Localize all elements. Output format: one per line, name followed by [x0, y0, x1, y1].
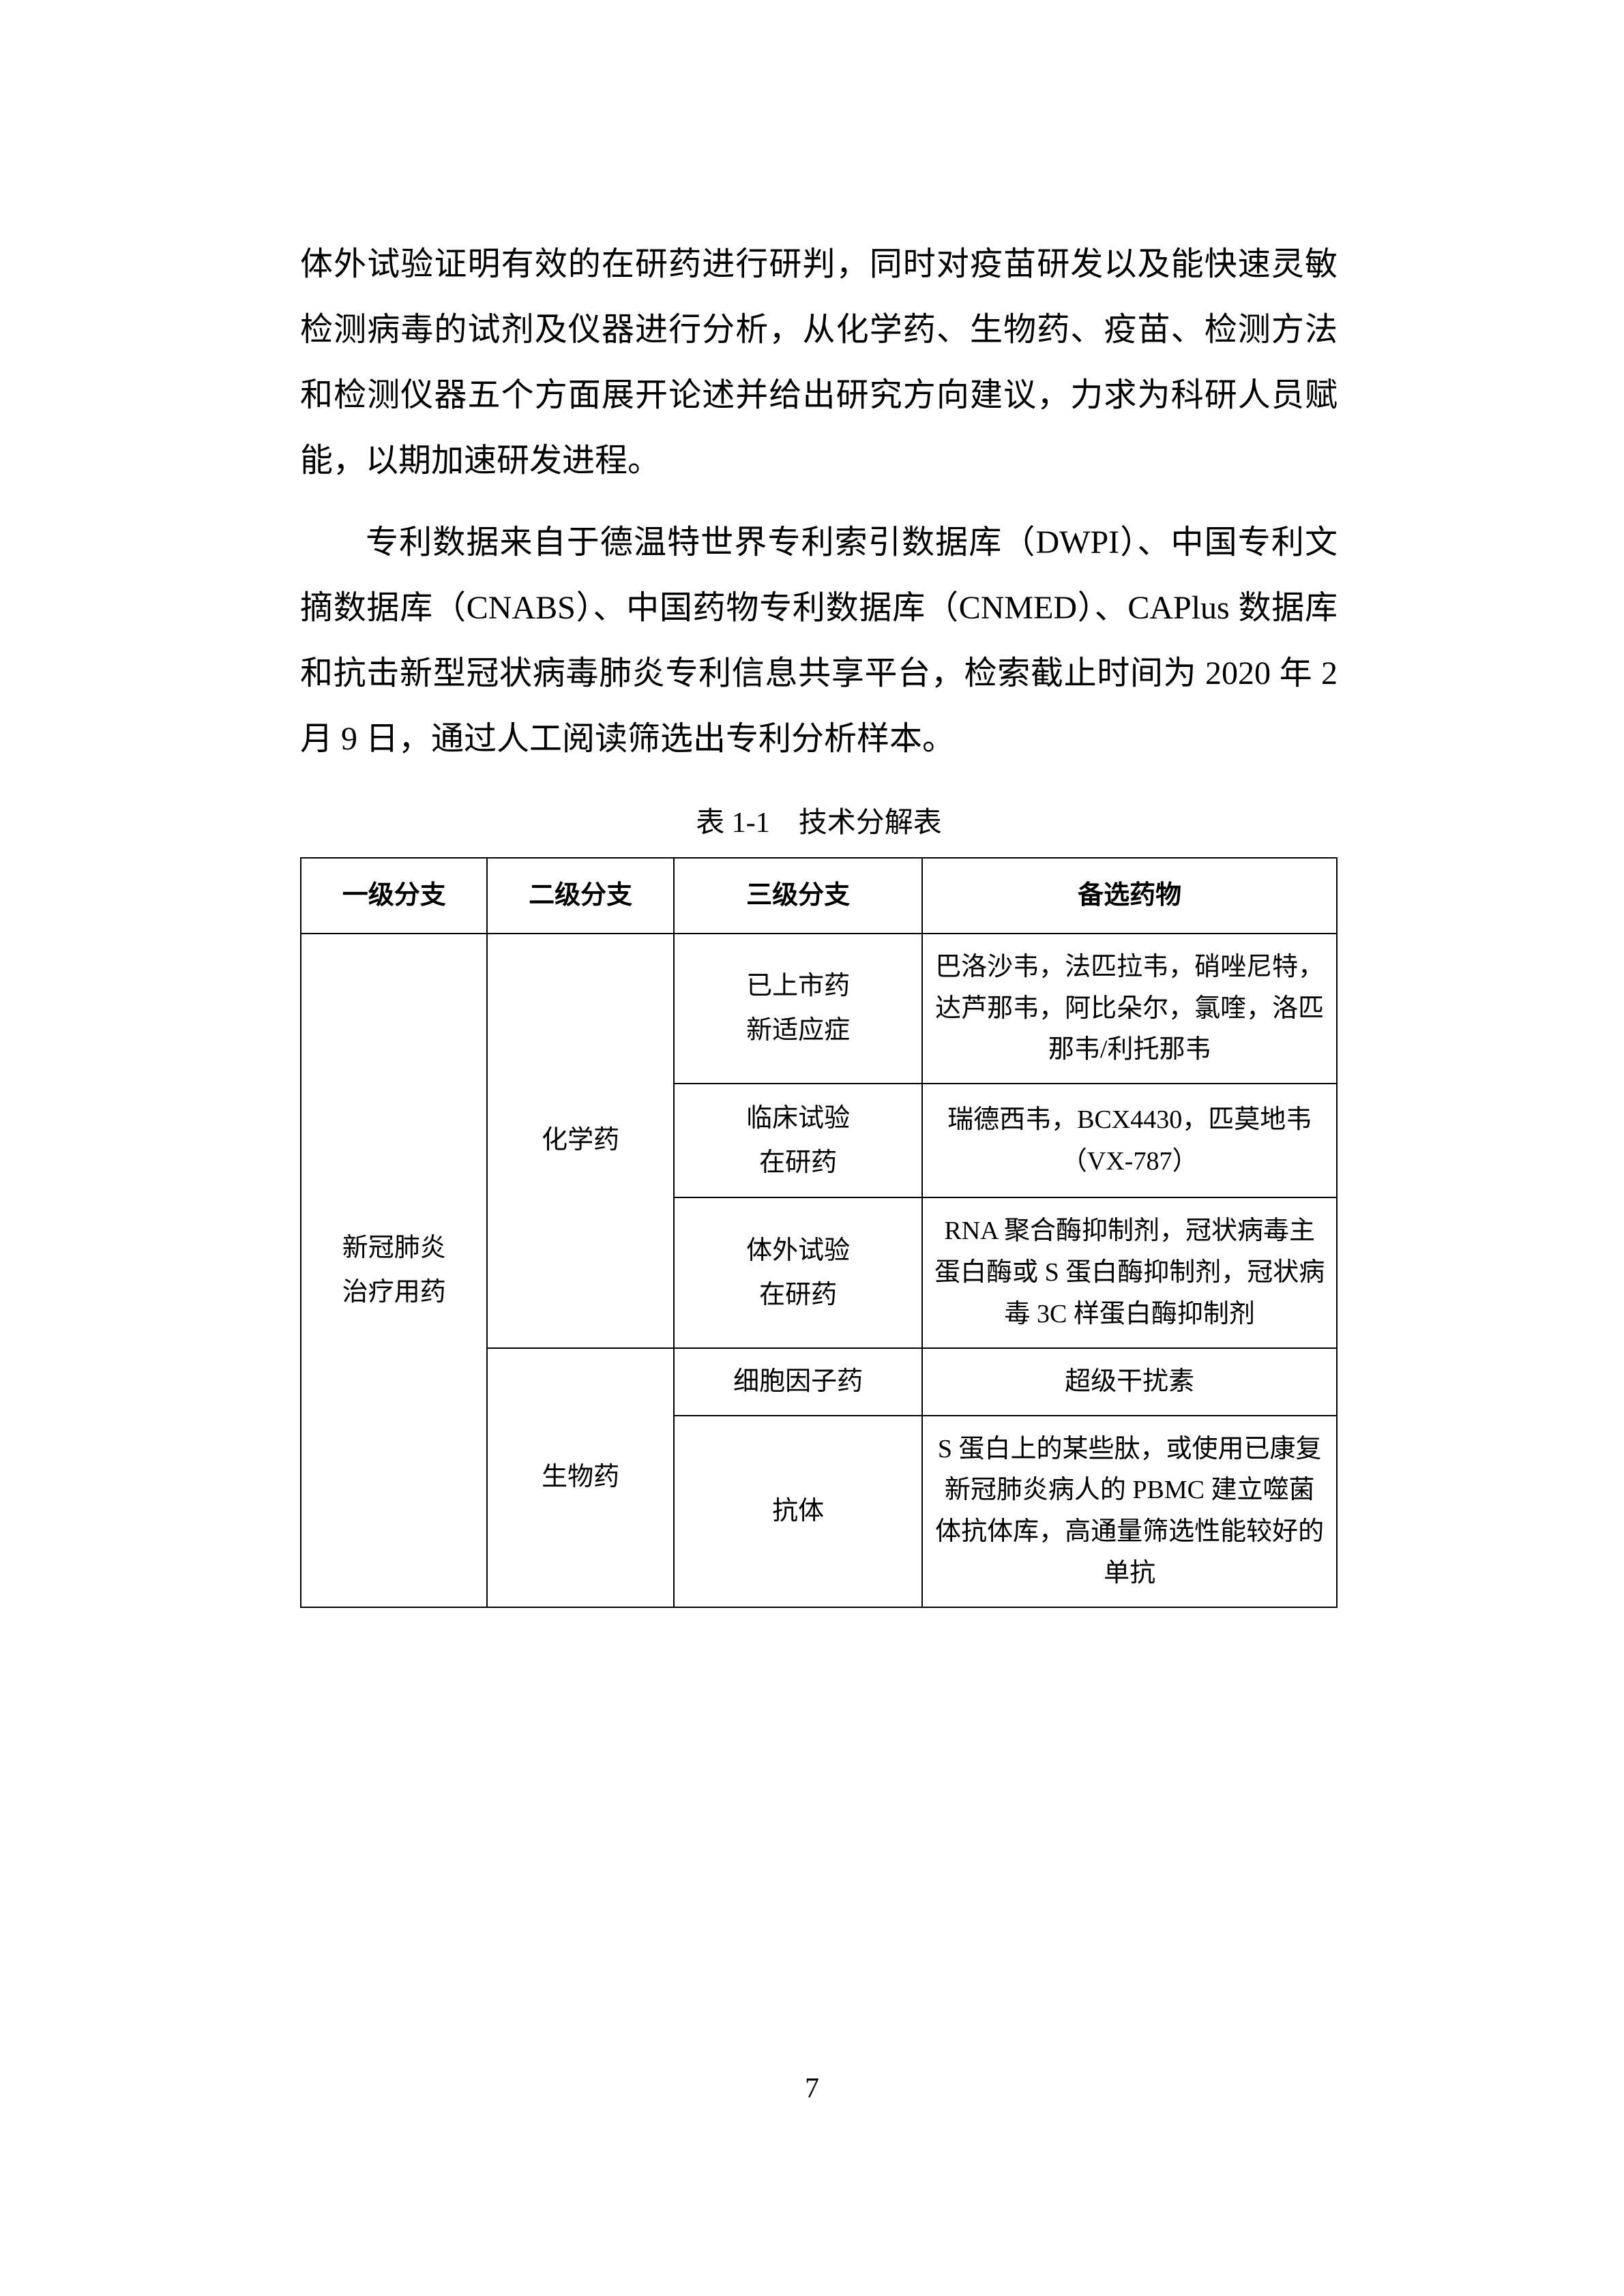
table-header-row: 一级分支 二级分支 三级分支 备选药物	[301, 858, 1337, 934]
table-cell-drugs: 巴洛沙韦，法匹拉韦，硝唑尼特，达芦那韦，阿比朵尔，氯喹，洛匹那韦/利托那韦	[922, 934, 1337, 1084]
body-paragraph-1: 体外试验证明有效的在研药进行研判，同时对疫苗研发以及能快速灵敏检测病毒的试剂及仪…	[300, 232, 1338, 494]
body-paragraph-2: 专利数据来自于德温特世界专利索引数据库（DWPI）、中国专利文摘数据库（CNAB…	[300, 510, 1338, 772]
table-header-cell: 一级分支	[301, 858, 487, 934]
table-cell-level2: 化学药	[487, 934, 673, 1348]
table-caption: 表 1-1 技术分解表	[300, 799, 1338, 841]
table-cell-level3: 细胞因子药	[674, 1348, 923, 1416]
table-header-cell: 三级分支	[674, 858, 923, 934]
table-row: 新冠肺炎治疗用药 化学药 已上市药新适应症 巴洛沙韦，法匹拉韦，硝唑尼特，达芦那…	[301, 934, 1337, 1084]
table-header-cell: 备选药物	[922, 858, 1337, 934]
table-cell-level1: 新冠肺炎治疗用药	[301, 934, 487, 1607]
table-cell-drugs: S 蛋白上的某些肽，或使用已康复新冠肺炎病人的 PBMC 建立噬菌体抗体库，高通…	[922, 1416, 1337, 1607]
table-header-cell: 二级分支	[487, 858, 673, 934]
table-cell-level3: 体外试验在研药	[674, 1197, 923, 1347]
document-page: 体外试验证明有效的在研药进行研判，同时对疫苗研发以及能快速灵敏检测病毒的试剂及仪…	[0, 0, 1624, 1744]
table-cell-drugs: 超级干扰素	[922, 1348, 1337, 1416]
table-cell-level3: 抗体	[674, 1416, 923, 1607]
technology-breakdown-table: 一级分支 二级分支 三级分支 备选药物 新冠肺炎治疗用药 化学药 已上市药新适应…	[300, 857, 1338, 1608]
page-number: 7	[0, 2072, 1624, 2105]
table-cell-level3: 已上市药新适应症	[674, 934, 923, 1084]
table-cell-level3: 临床试验在研药	[674, 1084, 923, 1197]
table-cell-drugs: 瑞德西韦，BCX4430，匹莫地韦（VX-787）	[922, 1084, 1337, 1197]
table-cell-drugs: RNA 聚合酶抑制剂，冠状病毒主蛋白酶或 S 蛋白酶抑制剂，冠状病毒 3C 样蛋…	[922, 1197, 1337, 1347]
table-cell-level2: 生物药	[487, 1348, 673, 1607]
